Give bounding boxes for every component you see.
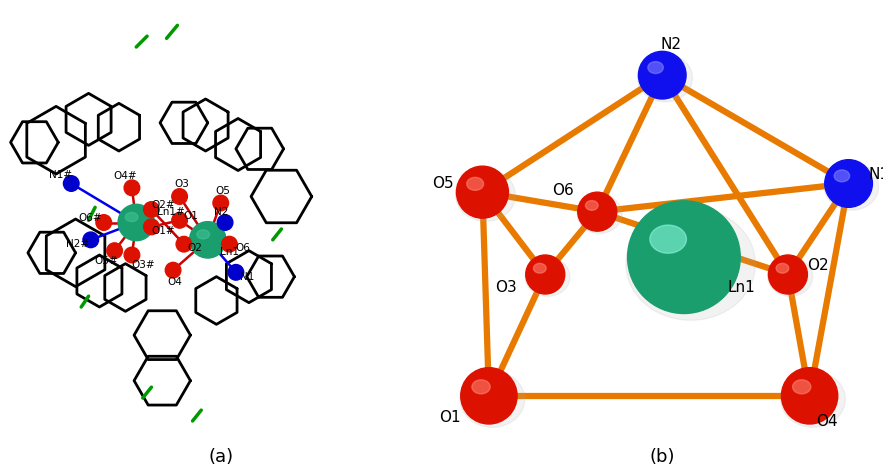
- Circle shape: [638, 51, 686, 99]
- Text: Ln1#: Ln1#: [157, 207, 185, 217]
- Circle shape: [96, 215, 111, 230]
- Text: O3#: O3#: [131, 260, 155, 269]
- Ellipse shape: [781, 371, 845, 427]
- Circle shape: [228, 265, 244, 280]
- Ellipse shape: [460, 371, 525, 427]
- Text: O1: O1: [183, 211, 198, 221]
- Circle shape: [125, 247, 140, 263]
- Ellipse shape: [638, 54, 692, 102]
- Text: O4: O4: [168, 277, 183, 287]
- Text: N2: N2: [660, 37, 682, 52]
- Text: O2: O2: [807, 258, 829, 273]
- Text: O3: O3: [174, 179, 189, 189]
- Ellipse shape: [577, 195, 622, 234]
- Ellipse shape: [585, 201, 598, 211]
- Text: O3: O3: [495, 280, 517, 295]
- Circle shape: [64, 176, 79, 191]
- Ellipse shape: [650, 225, 686, 253]
- Circle shape: [144, 202, 159, 217]
- Circle shape: [165, 262, 181, 278]
- Text: O5#: O5#: [94, 257, 117, 267]
- Ellipse shape: [776, 263, 789, 273]
- Circle shape: [768, 255, 807, 294]
- Circle shape: [222, 236, 238, 252]
- Circle shape: [172, 212, 187, 228]
- Text: O1: O1: [439, 410, 461, 425]
- Circle shape: [118, 204, 155, 241]
- Circle shape: [577, 192, 616, 231]
- Circle shape: [461, 368, 517, 424]
- Circle shape: [825, 160, 872, 207]
- Text: O6#: O6#: [78, 213, 102, 223]
- Text: O4#: O4#: [114, 171, 137, 181]
- Text: N1: N1: [868, 167, 883, 182]
- Circle shape: [125, 180, 140, 195]
- Text: N1: N1: [239, 272, 254, 282]
- Ellipse shape: [533, 263, 546, 273]
- Circle shape: [172, 189, 187, 204]
- Ellipse shape: [626, 208, 756, 320]
- Circle shape: [457, 166, 509, 218]
- Circle shape: [525, 255, 565, 294]
- Text: O2#: O2#: [151, 200, 175, 210]
- Text: (a): (a): [208, 447, 233, 465]
- Text: N2#: N2#: [66, 239, 89, 249]
- Circle shape: [107, 243, 123, 259]
- Text: (b): (b): [650, 447, 675, 465]
- Ellipse shape: [472, 380, 490, 394]
- Ellipse shape: [525, 257, 570, 296]
- Text: N1#: N1#: [49, 170, 72, 180]
- Circle shape: [213, 195, 229, 211]
- Ellipse shape: [768, 257, 812, 296]
- Circle shape: [628, 201, 740, 314]
- Text: O2: O2: [187, 244, 202, 253]
- Circle shape: [217, 215, 233, 230]
- Ellipse shape: [793, 380, 811, 394]
- Text: O6: O6: [552, 182, 573, 197]
- Text: Ln1: Ln1: [220, 247, 239, 257]
- Circle shape: [190, 222, 226, 258]
- Ellipse shape: [467, 178, 484, 190]
- Text: O6: O6: [235, 244, 250, 253]
- Text: Ln1: Ln1: [728, 280, 755, 295]
- Circle shape: [83, 232, 99, 248]
- Ellipse shape: [834, 170, 849, 182]
- Text: O1#: O1#: [151, 226, 175, 236]
- Circle shape: [781, 368, 838, 424]
- Text: O5: O5: [215, 186, 230, 196]
- Ellipse shape: [648, 62, 663, 73]
- Ellipse shape: [197, 230, 209, 239]
- Ellipse shape: [125, 212, 138, 221]
- Text: O5: O5: [433, 176, 454, 191]
- Text: N2: N2: [214, 207, 228, 217]
- Circle shape: [144, 219, 159, 235]
- Text: O4: O4: [816, 414, 838, 430]
- Circle shape: [176, 236, 192, 252]
- Ellipse shape: [824, 162, 879, 210]
- Ellipse shape: [456, 169, 516, 221]
